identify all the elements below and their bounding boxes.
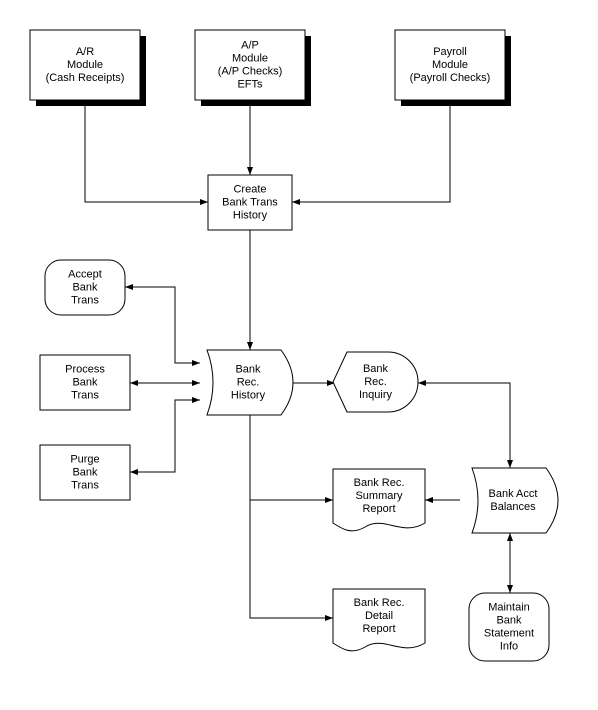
flowchart-canvas: A/RModule(Cash Receipts)A/PModule(A/P Ch… [0,0,598,710]
edge [292,100,450,202]
svg-text:History: History [233,210,268,222]
node-accept: AcceptBankTrans [45,260,125,315]
svg-text:Rec.: Rec. [364,376,387,388]
svg-text:Maintain: Maintain [488,602,530,614]
svg-text:Info: Info [500,641,518,653]
svg-text:Bank: Bank [72,282,98,294]
svg-text:Module: Module [67,59,103,71]
svg-text:A/P: A/P [241,40,259,52]
node-payroll: PayrollModule(Payroll Checks) [395,30,511,106]
svg-text:Bank Acct: Bank Acct [489,488,538,500]
svg-text:Rec.: Rec. [237,377,260,389]
node-inquiry: BankRec.Inquiry [333,352,418,412]
node-detail: Bank Rec.DetailReport [333,589,425,651]
svg-text:History: History [231,390,266,402]
node-purge: PurgeBankTrans [40,445,130,500]
svg-text:Bank: Bank [235,364,261,376]
edge [418,383,510,468]
svg-text:Detail: Detail [365,610,393,622]
edge [85,100,208,202]
node-create: CreateBank TransHistory [208,175,292,230]
svg-text:Purge: Purge [70,454,99,466]
node-ap: A/PModule(A/P Checks)EFTs [195,30,311,106]
svg-text:Module: Module [232,53,268,65]
svg-text:Inquiry: Inquiry [359,389,393,401]
edge [250,500,333,618]
svg-text:Trans: Trans [71,295,99,307]
svg-text:Summary: Summary [355,490,403,502]
svg-text:Statement: Statement [484,628,534,640]
svg-text:Report: Report [362,503,395,515]
svg-text:Bank: Bank [72,377,98,389]
svg-text:Bank Trans: Bank Trans [222,197,278,209]
node-ar: A/RModule(Cash Receipts) [30,30,146,106]
svg-text:(Cash Receipts): (Cash Receipts) [46,72,125,84]
node-history: BankRec.History [207,350,293,415]
svg-text:Bank: Bank [363,363,389,375]
edge [250,415,333,500]
svg-text:Process: Process [65,364,105,376]
edge [130,400,200,472]
svg-text:A/R: A/R [76,46,94,58]
svg-text:Accept: Accept [68,269,102,281]
svg-text:(A/P Checks): (A/P Checks) [218,66,283,78]
svg-text:Trans: Trans [71,390,99,402]
svg-text:Bank: Bank [72,467,98,479]
svg-text:Bank Rec.: Bank Rec. [354,597,405,609]
node-balances: Bank AcctBalances [472,468,558,533]
svg-text:Balances: Balances [490,501,536,513]
svg-text:Report: Report [362,623,395,635]
node-summary: Bank Rec.SummaryReport [333,469,425,531]
node-process: ProcessBankTrans [40,355,130,410]
node-maintain: MaintainBankStatementInfo [469,593,549,661]
svg-text:Payroll: Payroll [433,46,467,58]
svg-text:Bank Rec.: Bank Rec. [354,477,405,489]
edge [125,287,200,363]
svg-text:Module: Module [432,59,468,71]
svg-text:Trans: Trans [71,480,99,492]
svg-text:(Payroll Checks): (Payroll Checks) [410,72,491,84]
svg-text:EFTs: EFTs [237,79,263,91]
svg-text:Bank: Bank [496,615,522,627]
svg-text:Create: Create [233,184,266,196]
